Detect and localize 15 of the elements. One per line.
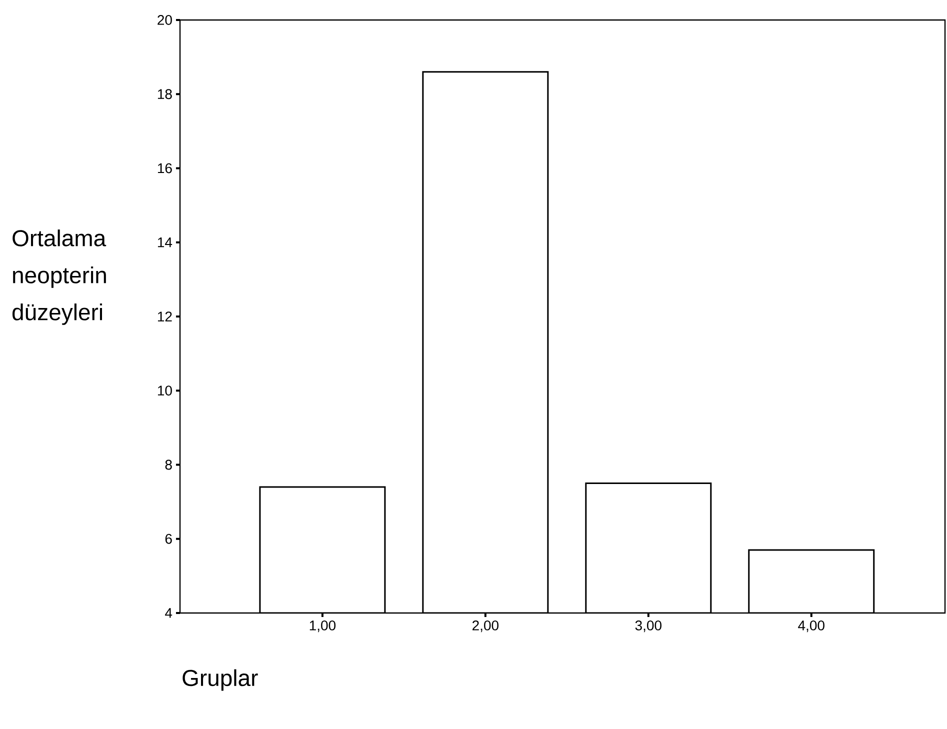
x-axis-title: Gruplar — [182, 669, 258, 691]
y-tick-label: 8 — [165, 460, 172, 470]
y-tick-label: 20 — [158, 15, 172, 25]
x-tick-label: 4,00 — [798, 620, 824, 632]
y-tick-label: 16 — [158, 163, 172, 174]
y-tick-label: 10 — [158, 386, 172, 396]
y-axis-title: Ortalama neopterin düzeyleri — [12, 229, 106, 325]
y-tick-label: 14 — [158, 238, 172, 248]
x-tick-label: 2,00 — [472, 620, 498, 632]
y-tick-label: 12 — [158, 312, 172, 322]
x-tick-label: 1,00 — [310, 620, 336, 632]
y-tick-label: 4 — [165, 608, 172, 618]
x-tick-label: 3,00 — [635, 620, 662, 632]
y-tick-label: 18 — [158, 89, 172, 100]
y-tick-label: 6 — [165, 534, 172, 544]
